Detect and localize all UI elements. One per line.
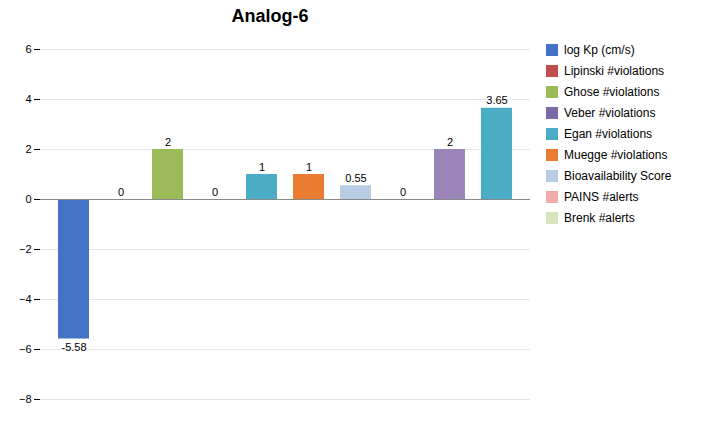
svg-text:6: 6 — [25, 43, 31, 55]
html-text:Egan #violations: Egan #violations — [564, 127, 653, 141]
svg-text:−2: −2 — [19, 243, 32, 255]
html-text:Muegge #violations: Muegge #violations — [564, 148, 668, 162]
html-text:Lipinski #violations: Lipinski #violations — [564, 64, 665, 78]
svg-text:2: 2 — [25, 143, 31, 155]
html-text:PAINS #alerts: PAINS #alerts — [564, 190, 639, 204]
svg-text:−4: −4 — [19, 293, 32, 305]
svg-text:−8: −8 — [19, 393, 32, 405]
html-text:Analog-6: Analog-6 — [231, 6, 309, 26]
html-text:Ghose #violations: Ghose #violations — [564, 85, 660, 99]
svg-text:0: 0 — [400, 186, 406, 198]
svg-text:4: 4 — [25, 93, 31, 105]
svg-text:0.55: 0.55 — [345, 172, 366, 184]
html-text:Brenk #alerts: Brenk #alerts — [564, 211, 635, 225]
svg-text:2: 2 — [447, 136, 453, 148]
svg-text:1: 1 — [306, 161, 312, 173]
html-text:log Kp (cm/s): log Kp (cm/s) — [564, 43, 635, 57]
svg-text:−6: −6 — [19, 343, 32, 355]
svg-text:0: 0 — [25, 193, 31, 205]
svg-text:-5.58: -5.58 — [61, 341, 86, 353]
svg-text:2: 2 — [165, 136, 171, 148]
html-text:Veber #violations: Veber #violations — [564, 106, 656, 120]
svg-text:1: 1 — [259, 161, 265, 173]
html-text:Bioavailability Score: Bioavailability Score — [564, 169, 672, 183]
svg-text:0: 0 — [118, 186, 124, 198]
svg-text:3.65: 3.65 — [486, 94, 507, 106]
svg-text:0: 0 — [212, 186, 218, 198]
